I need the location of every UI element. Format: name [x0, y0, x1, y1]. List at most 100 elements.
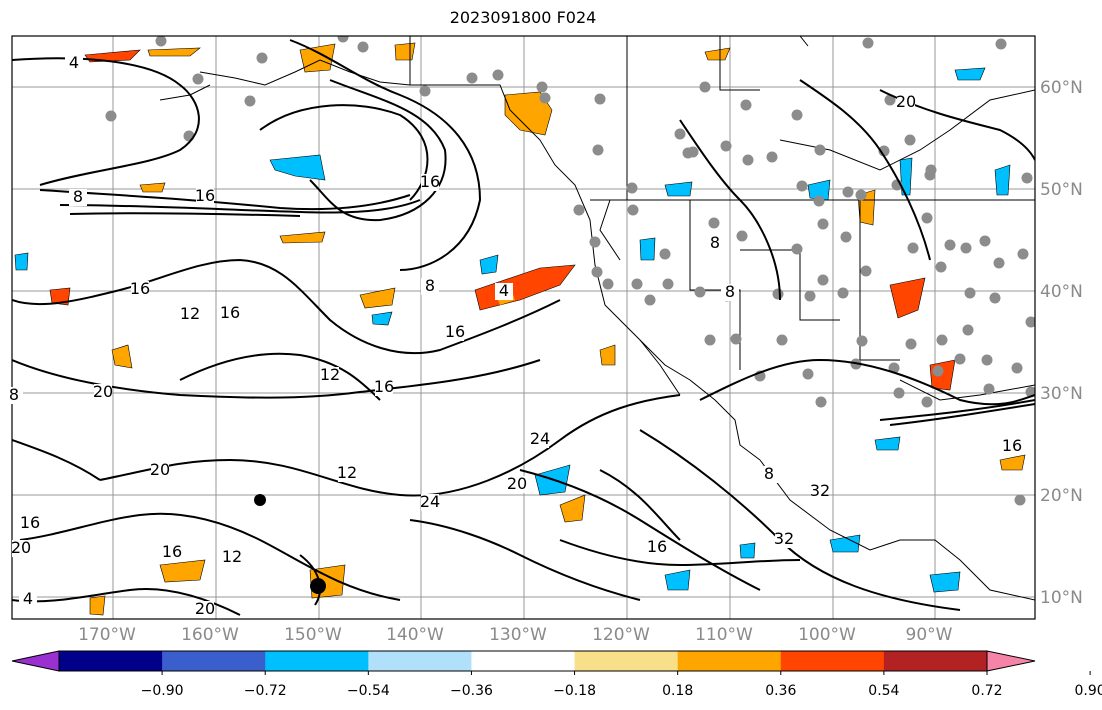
longitude-label: 120°W	[592, 625, 650, 645]
station-dot	[944, 239, 956, 251]
colorbar-segment	[780, 651, 885, 671]
map-title: 2023091800 F024	[449, 8, 597, 27]
station-dot	[1025, 316, 1035, 328]
station-dot	[814, 144, 826, 156]
colorbar-segment	[59, 651, 163, 671]
station-dot	[772, 288, 784, 300]
contour-label: 16	[130, 279, 150, 298]
station-dot	[921, 396, 933, 408]
station-dot	[813, 195, 825, 207]
contour-label: 4	[499, 281, 509, 300]
station-dot	[995, 38, 1007, 50]
contour-label: 20	[507, 474, 527, 493]
station-dot	[791, 109, 803, 121]
station-dot	[492, 69, 504, 81]
contour-label: 4	[69, 53, 79, 72]
station-dot	[862, 37, 874, 49]
station-dot	[802, 368, 814, 380]
contour-label: 12	[222, 547, 242, 566]
station-dot	[884, 94, 896, 106]
contour-label: 16	[445, 322, 465, 341]
station-dot	[1021, 172, 1033, 184]
longitude-label: 100°W	[798, 625, 856, 645]
station-dot	[981, 354, 993, 366]
colorbar: −0.90 −0.72 −0.54 −0.36 −0.18 0.18 0.36 0.54 0.7…	[11, 650, 1102, 699]
station-dots	[105, 36, 1035, 506]
station-dot	[791, 243, 803, 255]
station-dot	[708, 217, 720, 229]
station-dot	[989, 292, 1001, 304]
longitude-label: 130°W	[489, 625, 547, 645]
latitude-labels: 60°N 50°N 40°N 30°N 20°N 10°N	[1040, 78, 1083, 608]
station-dot	[907, 242, 919, 254]
contour-label: 12	[180, 304, 200, 323]
longitude-label: 90°W	[906, 625, 953, 645]
station-dot	[905, 338, 917, 350]
station-dot	[687, 146, 699, 158]
latitude-label: 30°N	[1040, 384, 1083, 404]
station-dot	[244, 95, 256, 107]
latitude-label: 10°N	[1040, 588, 1083, 608]
station-dot	[659, 248, 671, 260]
station-dot	[860, 265, 872, 277]
station-dot	[357, 41, 369, 53]
contour-label: 8	[9, 385, 19, 404]
station-dot	[964, 287, 976, 299]
contour-label: 20	[896, 92, 916, 111]
station-dot	[694, 286, 706, 298]
station-dot	[954, 353, 966, 365]
station-dot	[740, 99, 752, 111]
contour-label: 8	[764, 464, 774, 483]
longitude-labels: 170°W 160°W 150°W 140°W 130°W 120°W 110°W 100°W…	[78, 625, 953, 645]
station-dot	[644, 294, 656, 306]
station-dot	[1017, 248, 1029, 260]
colorbar-segment	[471, 651, 576, 671]
station-dot	[983, 383, 995, 395]
station-dot	[960, 242, 972, 254]
latitude-label: 50°N	[1040, 180, 1083, 200]
colorbar-tick-label: 0.54	[868, 683, 899, 699]
contour-label: 8	[73, 187, 83, 206]
station-dot	[730, 333, 742, 345]
contours	[12, 39, 1035, 616]
colorbar-extend-left	[11, 650, 60, 672]
contour-label: 16	[374, 377, 394, 396]
colorbar-segment	[265, 651, 369, 671]
longitude-label: 160°W	[181, 625, 239, 645]
station-dot	[674, 128, 686, 140]
station-dot	[466, 72, 478, 84]
station-dot	[856, 335, 868, 347]
map-frame	[11, 35, 1036, 620]
station-dot	[1014, 494, 1026, 506]
contour-label: 24	[530, 429, 550, 448]
colorbar-tick-label: −0.72	[244, 683, 287, 699]
contour-label: 16	[20, 513, 40, 532]
station-dot	[893, 387, 905, 399]
contour-label: 16	[420, 172, 440, 191]
latitude-label: 60°N	[1040, 78, 1083, 98]
station-dot	[720, 140, 732, 152]
station-dot	[878, 145, 890, 157]
station-dot	[594, 93, 606, 105]
station-dot	[817, 218, 829, 230]
station-dot	[804, 290, 816, 302]
longitude-label: 110°W	[695, 625, 753, 645]
station-dot	[766, 151, 778, 163]
station-dot	[796, 180, 808, 192]
colorbar-segment	[677, 651, 782, 671]
latitude-label: 40°N	[1040, 282, 1083, 302]
station-dot	[155, 36, 167, 47]
longitude-label: 140°W	[386, 625, 444, 645]
contour-label: 32	[774, 529, 794, 548]
station-dot	[589, 236, 601, 248]
station-dot	[419, 85, 431, 97]
longitude-label: 170°W	[78, 625, 136, 645]
colorbar-segment	[162, 651, 266, 671]
station-dot	[936, 334, 948, 346]
station-dot	[699, 81, 711, 93]
longitude-label: 150°W	[284, 625, 342, 645]
station-dot	[337, 36, 349, 43]
station-dot	[962, 324, 974, 336]
contour-label: 8	[725, 282, 735, 301]
